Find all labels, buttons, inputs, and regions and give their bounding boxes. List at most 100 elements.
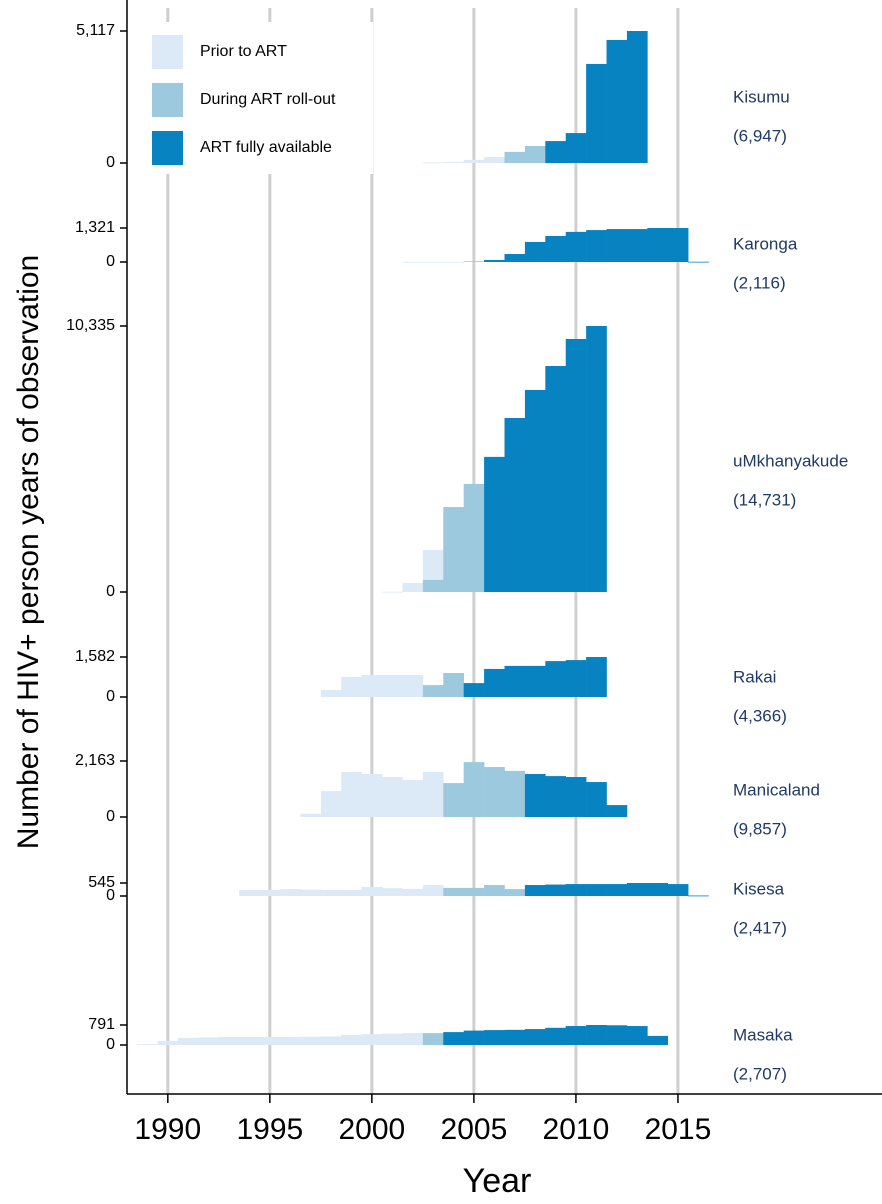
bar — [422, 261, 444, 263]
site-total: (4,366) — [733, 706, 787, 725]
bar — [504, 1029, 526, 1045]
bar — [626, 883, 648, 896]
legend-swatch — [152, 35, 183, 69]
bar — [586, 782, 607, 817]
bar — [545, 236, 567, 262]
legend: Prior to ART During ART roll-out ART fully… — [138, 22, 373, 174]
y-tick-label: 0 — [106, 688, 115, 705]
bar — [463, 159, 485, 163]
bar — [626, 31, 648, 163]
site-name: Masaka — [733, 1025, 793, 1044]
bar — [545, 141, 567, 163]
bar — [484, 1030, 505, 1045]
bar — [524, 774, 546, 817]
bar — [341, 771, 362, 817]
y-tick-label: 10,335 — [66, 317, 115, 334]
bar — [320, 890, 342, 896]
site-total: (9,857) — [733, 819, 787, 838]
bar — [545, 1027, 567, 1045]
bar — [484, 668, 505, 697]
bar — [565, 660, 587, 697]
bar — [606, 805, 628, 817]
bar — [361, 774, 383, 817]
bar — [137, 1044, 158, 1046]
bar — [524, 1029, 546, 1045]
bar — [586, 63, 607, 164]
bar — [606, 229, 628, 262]
bar — [361, 886, 383, 896]
bar — [545, 776, 567, 817]
x-tick-label: 1990 — [134, 1113, 201, 1146]
y-tick-label: 791 — [88, 1016, 115, 1033]
site-total: (14,731) — [733, 490, 796, 509]
bar — [402, 582, 424, 592]
bar — [647, 883, 669, 896]
bar — [382, 888, 403, 896]
bar — [565, 133, 587, 163]
bar — [586, 657, 607, 697]
bar — [565, 338, 587, 592]
y-tick-label: 1,582 — [75, 648, 115, 665]
bar — [463, 483, 485, 592]
bar — [402, 779, 424, 817]
x-tick-label: 2010 — [543, 1113, 610, 1146]
bar — [586, 230, 607, 262]
bar — [402, 888, 424, 896]
bar — [341, 890, 362, 896]
x-axis-title: Year — [463, 1162, 532, 1199]
bar — [545, 884, 567, 896]
bar — [545, 366, 567, 592]
bar — [443, 783, 464, 817]
bar — [463, 261, 485, 263]
legend-label: Prior to ART — [200, 43, 287, 60]
bar — [504, 770, 526, 817]
bar — [300, 1036, 322, 1045]
bar — [647, 228, 669, 262]
y-tick-label: 0 — [106, 154, 115, 171]
legend-swatch — [152, 83, 183, 117]
bar — [504, 151, 526, 163]
y-tick-label: 1,321 — [75, 219, 115, 236]
bar — [422, 885, 444, 896]
bar — [504, 665, 526, 697]
bar — [280, 889, 301, 896]
y-tick-label: 5,117 — [76, 22, 115, 39]
legend-swatch — [152, 131, 183, 165]
bar — [422, 771, 444, 817]
bar — [443, 887, 464, 896]
bar — [463, 683, 485, 697]
legend-label: ART fully available — [200, 139, 332, 156]
x-tick-label: 2005 — [441, 1113, 508, 1146]
bar — [198, 1037, 220, 1045]
x-tick-label: 1995 — [236, 1113, 303, 1146]
bar — [626, 1026, 648, 1045]
bar — [402, 1033, 424, 1045]
bar — [382, 777, 403, 817]
bar — [524, 885, 546, 896]
bar — [341, 1034, 362, 1045]
site-name: Manicaland — [733, 780, 820, 799]
bar — [443, 672, 464, 697]
bar — [402, 261, 424, 263]
legend-label: During ART roll-out — [200, 91, 336, 108]
bar — [259, 1036, 281, 1045]
bar — [361, 1034, 383, 1045]
bar — [484, 456, 505, 592]
bar — [524, 665, 546, 697]
axes: 1990 1995 2000 2005 2010 2015 0 5,117 Kisumu (6,9… — [66, 0, 882, 1146]
bar — [422, 579, 444, 592]
bar — [606, 1025, 628, 1045]
bar — [239, 1036, 260, 1045]
site-name: Karonga — [733, 234, 798, 253]
bar — [218, 1036, 240, 1045]
bar — [586, 884, 607, 896]
bar — [688, 895, 709, 897]
x-tick-label: 2015 — [645, 1113, 712, 1146]
y-tick-label: 545 — [88, 874, 115, 891]
x-tick-label: 2000 — [338, 1113, 405, 1146]
bar — [422, 162, 444, 164]
bar — [565, 884, 587, 896]
bar — [463, 762, 485, 817]
site-total: (2,116) — [733, 273, 786, 292]
bar — [524, 389, 546, 592]
